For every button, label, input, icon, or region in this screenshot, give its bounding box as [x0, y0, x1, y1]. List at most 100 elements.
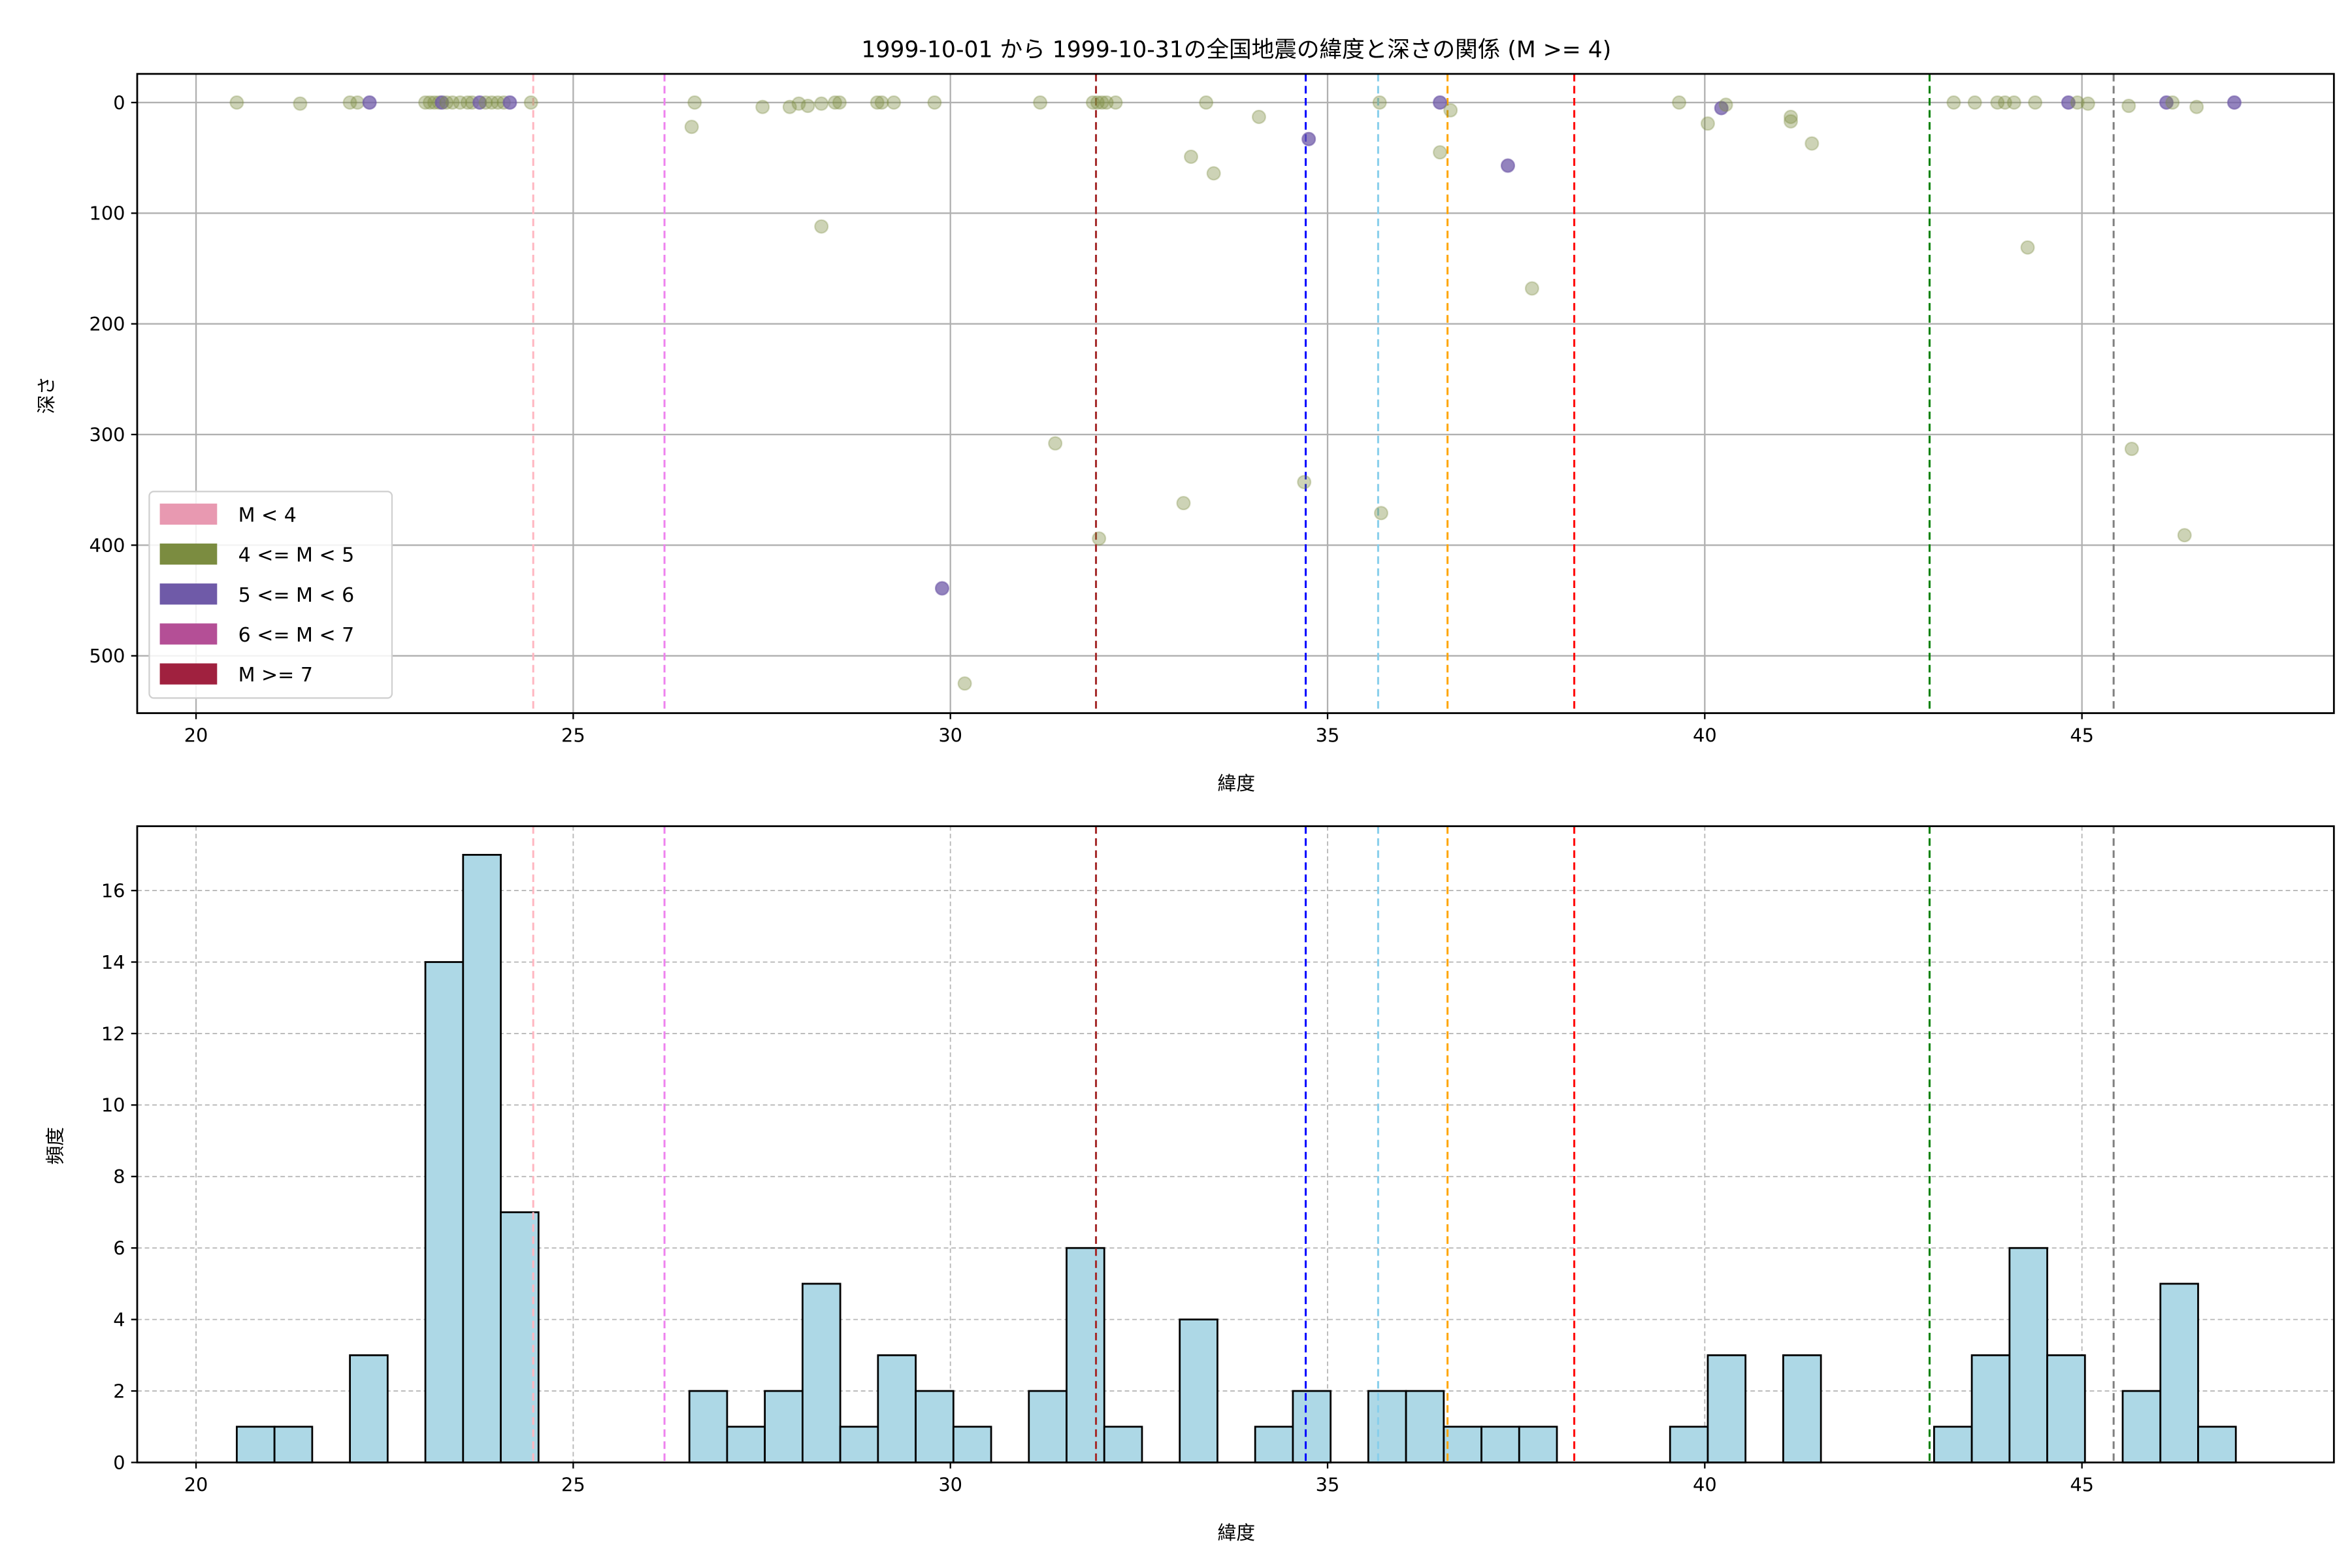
- x-tick-label: 40: [1693, 1473, 1717, 1495]
- data-point: [1094, 95, 1109, 110]
- data-point: [1990, 95, 2005, 110]
- y-tick-label: 16: [101, 879, 125, 902]
- data-point: [1092, 531, 1107, 546]
- x-tick-label: 20: [184, 724, 208, 746]
- data-point: [1700, 116, 1716, 131]
- data-point: [342, 95, 357, 110]
- data-point: [1997, 95, 2012, 110]
- x-tick-label: 45: [2070, 1473, 2094, 1495]
- hist-xlabel: 緯度: [1217, 1522, 1255, 1544]
- data-point: [2165, 95, 2180, 110]
- data-point: [1372, 95, 1387, 110]
- histogram-bar: [726, 1426, 766, 1463]
- data-point: [1297, 474, 1312, 489]
- data-point: [293, 96, 308, 111]
- data-point: [502, 95, 517, 110]
- data-point: [1967, 95, 1982, 110]
- data-point: [1048, 436, 1063, 451]
- x-tick-label: 20: [184, 1473, 208, 1495]
- scatter-ylabel: 深さ: [35, 376, 57, 414]
- histogram-bar: [2121, 1390, 2162, 1463]
- data-point: [814, 96, 829, 111]
- data-point: [1176, 495, 1191, 511]
- data-point: [1251, 109, 1267, 125]
- data-point: [1033, 95, 1048, 110]
- data-point: [927, 95, 942, 110]
- data-point: [453, 95, 468, 110]
- data-point: [472, 95, 487, 110]
- data-point: [1206, 166, 1221, 181]
- histogram-bar: [688, 1390, 728, 1463]
- data-point: [1524, 281, 1540, 296]
- legend: M < 4 4 <= M < 5 5 <= M < 6 6 <= M < 7 M >= …: [148, 491, 393, 699]
- data-point: [350, 95, 365, 110]
- histogram-bar: [1443, 1426, 1482, 1463]
- data-point: [362, 95, 377, 110]
- data-point: [1432, 95, 1448, 110]
- x-tick-label: 30: [938, 1473, 962, 1495]
- legend-label: M < 4: [238, 504, 297, 527]
- data-point: [2027, 95, 2043, 110]
- x-tick-label: 35: [1316, 1473, 1340, 1495]
- data-point: [1373, 506, 1389, 521]
- data-point: [782, 99, 797, 114]
- data-point: [1718, 97, 1733, 112]
- data-point: [874, 95, 889, 110]
- data-point: [2159, 95, 2174, 110]
- histogram-bar: [1103, 1426, 1143, 1463]
- histogram-bar: [424, 961, 465, 1463]
- histogram-bar: [1179, 1318, 1218, 1463]
- legend-label: 5 <= M < 6: [238, 584, 355, 607]
- data-point: [2070, 95, 2085, 110]
- histogram-bar: [877, 1354, 917, 1463]
- chart-title: 1999-10-01 から 1999-10-31の全国地震の緯度と深さの関係 (…: [861, 37, 1611, 63]
- data-point: [870, 95, 885, 110]
- histogram-bar: [1066, 1247, 1105, 1463]
- histogram-bar: [1669, 1426, 1709, 1463]
- data-point: [1099, 95, 1114, 110]
- data-point: [439, 95, 454, 110]
- legend-label: 6 <= M < 7: [238, 624, 355, 647]
- data-point: [2080, 96, 2095, 111]
- y-tick-label: 6: [113, 1237, 125, 1260]
- scatter-xlabel: 緯度: [1217, 772, 1255, 794]
- y-tick-label: 12: [101, 1022, 125, 1045]
- histogram-bar: [952, 1426, 992, 1463]
- histogram-bar: [802, 1282, 841, 1463]
- data-point: [229, 95, 244, 110]
- data-point: [2227, 95, 2242, 110]
- hist-ylabel: 頻度: [44, 1127, 67, 1165]
- histogram-bar: [1292, 1390, 1332, 1463]
- data-point: [934, 581, 950, 596]
- plot-frame: [136, 73, 2335, 714]
- data-point: [2189, 99, 2204, 114]
- histogram-bar: [1707, 1354, 1747, 1463]
- histogram-plot: 20 25 30 35 40 45 0 2 4 6 8 10 12 14 16: [101, 825, 2335, 1495]
- data-point: [687, 95, 702, 110]
- data-point: [445, 95, 460, 110]
- data-point: [957, 676, 972, 691]
- data-point: [1443, 103, 1458, 118]
- histogram-bar: [1367, 1390, 1407, 1463]
- data-point: [1672, 95, 1687, 110]
- data-point: [791, 96, 806, 111]
- y-tick-label: 400: [90, 534, 125, 557]
- legend-label: 4 <= M < 5: [238, 544, 355, 567]
- data-point: [1805, 136, 1820, 151]
- y-tick-label: 10: [101, 1094, 125, 1117]
- histogram-bar: [236, 1426, 276, 1463]
- histogram-bar: [2046, 1354, 2086, 1463]
- y-tick-label: 0: [113, 91, 125, 114]
- histogram-bar: [273, 1426, 314, 1463]
- legend-label: M >= 7: [238, 664, 313, 687]
- histogram-bar: [2159, 1282, 2199, 1463]
- data-point: [814, 219, 829, 234]
- scatter-plot: 20 25 30 35 40 45 0 100 200 300 400 500 M < 4 4 <= M …: [90, 73, 2335, 746]
- x-tick-label: 25: [561, 1473, 585, 1495]
- legend-swatch: [159, 543, 218, 565]
- histogram-bar: [1405, 1390, 1445, 1463]
- data-point: [2061, 95, 2076, 110]
- legend-swatch: [159, 663, 218, 685]
- data-point: [1301, 131, 1316, 146]
- y-tick-label: 0: [113, 1452, 125, 1474]
